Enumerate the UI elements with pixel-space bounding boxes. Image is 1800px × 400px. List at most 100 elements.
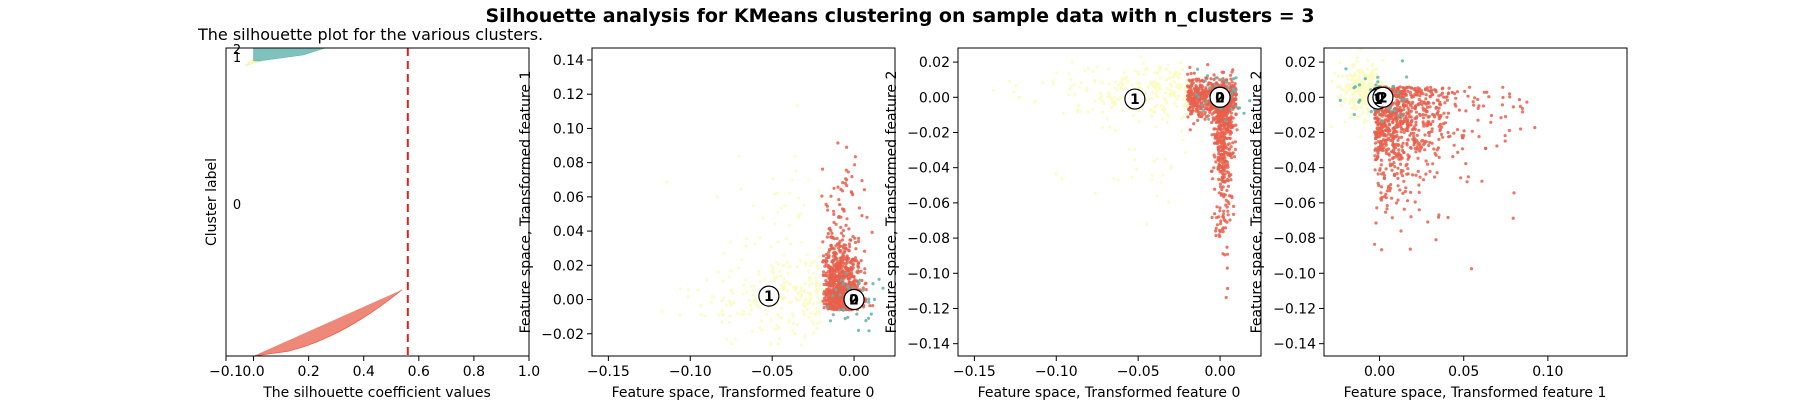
data-point-cluster-1 (727, 320, 732, 325)
y-tick-label: −0.06 (1273, 196, 1316, 212)
data-point-cluster-1 (777, 326, 781, 330)
data-point-cluster-0 (1220, 165, 1224, 169)
data-point-cluster-1 (733, 337, 738, 341)
data-point-cluster-2 (1400, 114, 1404, 118)
data-point-cluster-0 (826, 231, 830, 236)
data-point-cluster-1 (1121, 77, 1125, 81)
data-point-cluster-0 (1402, 86, 1406, 91)
data-point-cluster-1 (1178, 72, 1182, 76)
data-point-cluster-0 (845, 254, 849, 258)
data-point-cluster-0 (1379, 158, 1384, 162)
data-point-cluster-0 (870, 230, 874, 234)
data-point-cluster-0 (827, 248, 832, 252)
data-point-cluster-2 (864, 319, 868, 323)
cluster-label-1: 1 (233, 51, 241, 66)
data-point-cluster-0 (1482, 90, 1486, 94)
data-point-cluster-1 (1109, 97, 1113, 101)
data-point-cluster-1 (1373, 67, 1377, 71)
y-ticks: −0.14 −0.12 −0.10 −0.08 −0.06 −0.04 −0.02 0.00 0… (1273, 55, 1324, 353)
data-point-cluster-1 (1076, 108, 1080, 112)
data-point-cluster-1 (1095, 65, 1099, 69)
data-point-cluster-0 (1212, 153, 1216, 157)
data-point-cluster-0 (1198, 83, 1202, 87)
data-point-cluster-1 (1130, 175, 1134, 179)
data-point-cluster-0 (1189, 71, 1193, 76)
data-point-cluster-0 (1446, 111, 1450, 115)
data-point-cluster-0 (1382, 195, 1387, 199)
data-point-cluster-0 (1413, 107, 1417, 111)
data-point-cluster-0 (1405, 128, 1409, 132)
data-point-cluster-0 (836, 141, 840, 145)
data-point-cluster-1 (808, 278, 812, 282)
data-point-cluster-0 (1226, 124, 1230, 128)
data-point-cluster-0 (837, 266, 841, 270)
data-point-cluster-0 (1390, 168, 1394, 172)
data-point-cluster-0 (1394, 116, 1398, 120)
data-point-cluster-0 (822, 254, 826, 258)
data-point-cluster-0 (1430, 141, 1434, 145)
data-point-cluster-1 (776, 313, 780, 317)
data-point-cluster-0 (1227, 147, 1232, 151)
data-point-cluster-0 (824, 256, 829, 260)
data-point-cluster-0 (1408, 90, 1412, 94)
data-point-cluster-1 (1141, 61, 1145, 66)
data-point-cluster-1 (1371, 70, 1375, 74)
data-point-cluster-0 (1373, 130, 1377, 134)
data-point-cluster-0 (1228, 132, 1232, 136)
data-point-cluster-0 (841, 254, 845, 258)
data-point-cluster-0 (1476, 106, 1480, 110)
data-point-cluster-0 (822, 306, 826, 310)
data-point-cluster-0 (1217, 145, 1221, 149)
data-point-cluster-1 (1077, 85, 1081, 89)
data-point-cluster-0 (1194, 77, 1198, 81)
data-point-cluster-0 (1406, 89, 1410, 93)
data-point-cluster-0 (1227, 202, 1231, 206)
data-point-cluster-0 (1418, 112, 1422, 116)
data-point-cluster-1 (1055, 71, 1059, 75)
data-point-cluster-2 (838, 293, 842, 297)
data-point-cluster-0 (1385, 207, 1389, 211)
data-point-cluster-0 (841, 270, 845, 274)
data-point-cluster-1 (1148, 108, 1153, 112)
y-tick-label: 0.02 (553, 258, 584, 274)
data-point-cluster-0 (1210, 112, 1214, 116)
data-point-cluster-1 (1381, 58, 1385, 62)
data-point-cluster-0 (1402, 207, 1406, 211)
data-point-cluster-0 (829, 272, 833, 276)
x-ticks: −0.15 −0.10 −0.05 0.00 (587, 356, 870, 380)
data-point-cluster-1 (1114, 80, 1118, 84)
data-point-cluster-2 (857, 328, 861, 332)
data-point-cluster-0 (1499, 116, 1503, 120)
data-point-cluster-2 (1352, 86, 1356, 90)
data-point-cluster-0 (853, 236, 857, 240)
data-point-cluster-0 (1438, 122, 1443, 126)
data-point-cluster-0 (1215, 205, 1219, 209)
data-point-cluster-0 (833, 251, 837, 255)
data-point-cluster-0 (842, 251, 846, 255)
data-point-cluster-1 (1124, 76, 1128, 80)
data-point-cluster-0 (1428, 105, 1432, 109)
data-point-cluster-1 (1070, 60, 1074, 64)
data-point-cluster-1 (1090, 108, 1095, 112)
data-point-cluster-1 (1120, 108, 1124, 113)
data-point-cluster-0 (1223, 166, 1227, 170)
data-point-cluster-0 (1390, 156, 1395, 161)
data-point-cluster-1 (1355, 56, 1359, 60)
data-point-cluster-0 (1431, 119, 1435, 123)
data-point-cluster-1 (725, 337, 729, 341)
data-point-cluster-0 (1387, 184, 1391, 188)
data-point-cluster-1 (729, 303, 734, 307)
data-point-cluster-1 (815, 307, 819, 311)
x-tick-label: 0.00 (1204, 364, 1235, 380)
data-point-cluster-1 (815, 326, 819, 330)
data-point-cluster-0 (1424, 113, 1428, 117)
data-point-cluster-0 (1218, 206, 1222, 210)
data-point-cluster-0 (1423, 148, 1427, 152)
data-point-cluster-0 (1462, 129, 1466, 133)
data-point-cluster-1 (1093, 99, 1097, 103)
cluster-centers: 0 1 2 (1124, 86, 1231, 110)
data-point-cluster-0 (1225, 245, 1229, 249)
data-point-cluster-0 (1199, 111, 1204, 115)
data-point-cluster-2 (1396, 91, 1400, 95)
data-point-cluster-0 (1232, 204, 1236, 208)
